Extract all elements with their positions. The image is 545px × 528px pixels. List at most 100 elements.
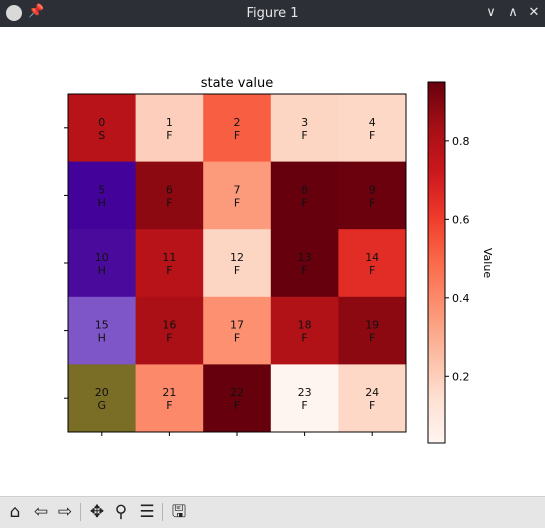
heatmap-cell-7 xyxy=(203,161,272,230)
cell-state-label: 5 xyxy=(98,183,105,196)
chart-title: state value xyxy=(201,76,274,91)
heatmap-cell-19 xyxy=(338,296,407,365)
close-button[interactable]: ✕ xyxy=(528,5,540,20)
heatmap-cell-14 xyxy=(338,229,407,298)
heatmap-cell-13 xyxy=(270,229,339,298)
toolbar-separator xyxy=(80,503,81,521)
colorbar-tick-label: 0.2 xyxy=(452,370,470,383)
heatmap-cell-15 xyxy=(68,296,137,365)
configure-subplots-button[interactable]: ☰ xyxy=(139,502,155,522)
cell-type-label: F xyxy=(234,399,240,412)
heatmap-cell-21 xyxy=(135,364,204,433)
cell-type-label: F xyxy=(369,332,375,345)
cell-state-label: 12 xyxy=(230,251,244,264)
cell-state-label: 7 xyxy=(234,183,241,196)
heatmap-cell-3 xyxy=(270,94,339,163)
colorbar-tick-label: 0.8 xyxy=(452,135,470,148)
heatmap-cell-11 xyxy=(135,229,204,298)
cell-type-label: F xyxy=(166,264,172,277)
cell-type-label: F xyxy=(369,264,375,277)
figure-canvas[interactable]: state value 0 S 1 F 2 F 3 F 4 F 5 H 6 F 7 F 8 F 9 F 10 H 11 F 12… xyxy=(0,27,545,496)
pan-button[interactable]: ✥ xyxy=(89,502,105,522)
cell-type-label: F xyxy=(369,196,375,209)
cell-state-label: 19 xyxy=(365,319,379,332)
heatmap-cell-9 xyxy=(338,161,407,230)
cell-state-label: 6 xyxy=(166,183,173,196)
colorbar-label: Value xyxy=(481,248,494,278)
app-logo-icon xyxy=(6,5,22,21)
heatmap-cell-6 xyxy=(135,161,204,230)
maximize-button[interactable]: ∧ xyxy=(508,5,518,20)
cell-state-label: 24 xyxy=(365,386,379,399)
cell-state-label: 9 xyxy=(369,183,376,196)
save-button[interactable]: 🖫 xyxy=(171,502,187,522)
cell-state-label: 21 xyxy=(162,386,176,399)
heatmap-cell-5 xyxy=(68,161,137,230)
colorbar xyxy=(427,81,446,444)
heatmap-cell-12 xyxy=(203,229,272,298)
heatmap-cell-0 xyxy=(68,94,137,163)
heatmap-cell-17 xyxy=(203,296,272,365)
cell-state-label: 20 xyxy=(95,386,109,399)
heatmap-cell-24 xyxy=(338,364,407,433)
forward-button[interactable]: ⇨ xyxy=(57,502,73,522)
cell-type-label: F xyxy=(301,196,307,209)
cell-state-label: 22 xyxy=(230,386,244,399)
cell-state-label: 8 xyxy=(301,183,308,196)
heatmap-cell-10 xyxy=(68,229,137,298)
cell-state-label: 14 xyxy=(365,251,379,264)
cell-state-label: 0 xyxy=(98,116,105,129)
cell-type-label: F xyxy=(234,196,240,209)
cell-state-label: 10 xyxy=(95,251,109,264)
heatmap-cell-16 xyxy=(135,296,204,365)
cell-type-label: F xyxy=(166,129,172,142)
heatmap-cell-18 xyxy=(270,296,339,365)
cell-state-label: 1 xyxy=(166,116,173,129)
heatmap-cell-20 xyxy=(68,364,137,433)
cell-type-label: F xyxy=(166,399,172,412)
back-button[interactable]: ⇦ xyxy=(33,502,49,522)
cell-type-label: F xyxy=(166,332,172,345)
heatmap-cells: 0S1F2F3F4F5H6F7F8F9F10H11F12F13F14F15H16… xyxy=(68,94,407,433)
heatmap-figure: state value 0S1F2F3F4F5H6F7F8F9F10H11F12… xyxy=(64,76,494,444)
heatmap-cell-1 xyxy=(135,94,204,163)
cell-state-label: 2 xyxy=(234,116,241,129)
cell-state-label: 11 xyxy=(162,251,176,264)
heatmap-cell-8 xyxy=(270,161,339,230)
cell-type-label: F xyxy=(234,129,240,142)
cell-type-label: F xyxy=(301,264,307,277)
cell-type-label: H xyxy=(98,196,106,209)
cell-state-label: 13 xyxy=(298,251,312,264)
colorbar-ticks: 0.2 0.4 0.6 0.8 xyxy=(445,135,470,383)
cell-state-label: 15 xyxy=(95,319,109,332)
navigation-toolbar: ⌂ ⇦ ⇨ ✥ ⚲ ☰ 🖫 xyxy=(0,496,545,528)
cell-type-label: F xyxy=(166,196,172,209)
colorbar-tick-label: 0.6 xyxy=(452,213,470,226)
zoom-button[interactable]: ⚲ xyxy=(114,502,128,522)
cell-type-label: G xyxy=(98,399,107,412)
cell-type-label: F xyxy=(301,332,307,345)
cell-state-label: 23 xyxy=(298,386,312,399)
cell-state-label: 17 xyxy=(230,319,244,332)
heatmap-cell-2 xyxy=(203,94,272,163)
cell-state-label: 18 xyxy=(298,319,312,332)
pin-icon[interactable]: 📌 xyxy=(28,4,45,19)
cell-state-label: 3 xyxy=(301,116,308,129)
cell-type-label: F xyxy=(369,399,375,412)
cell-type-label: F xyxy=(301,399,307,412)
cell-type-label: F xyxy=(369,129,375,142)
cell-type-label: H xyxy=(98,264,106,277)
cell-type-label: F xyxy=(234,332,240,345)
axis-ticks xyxy=(64,127,373,436)
window-title: Figure 1 xyxy=(246,6,299,21)
cell-type-label: S xyxy=(98,129,105,142)
cell-type-label: F xyxy=(234,264,240,277)
heatmap-cell-22 xyxy=(203,364,272,433)
minimize-button[interactable]: ∨ xyxy=(486,5,496,20)
cell-state-label: 4 xyxy=(369,116,376,129)
window-titlebar: 📌 Figure 1 ∨ ∧ ✕ xyxy=(0,0,545,27)
cell-state-label: 16 xyxy=(162,319,176,332)
toolbar-separator xyxy=(162,503,163,521)
home-button[interactable]: ⌂ xyxy=(9,502,21,522)
cell-type-label: H xyxy=(98,332,106,345)
